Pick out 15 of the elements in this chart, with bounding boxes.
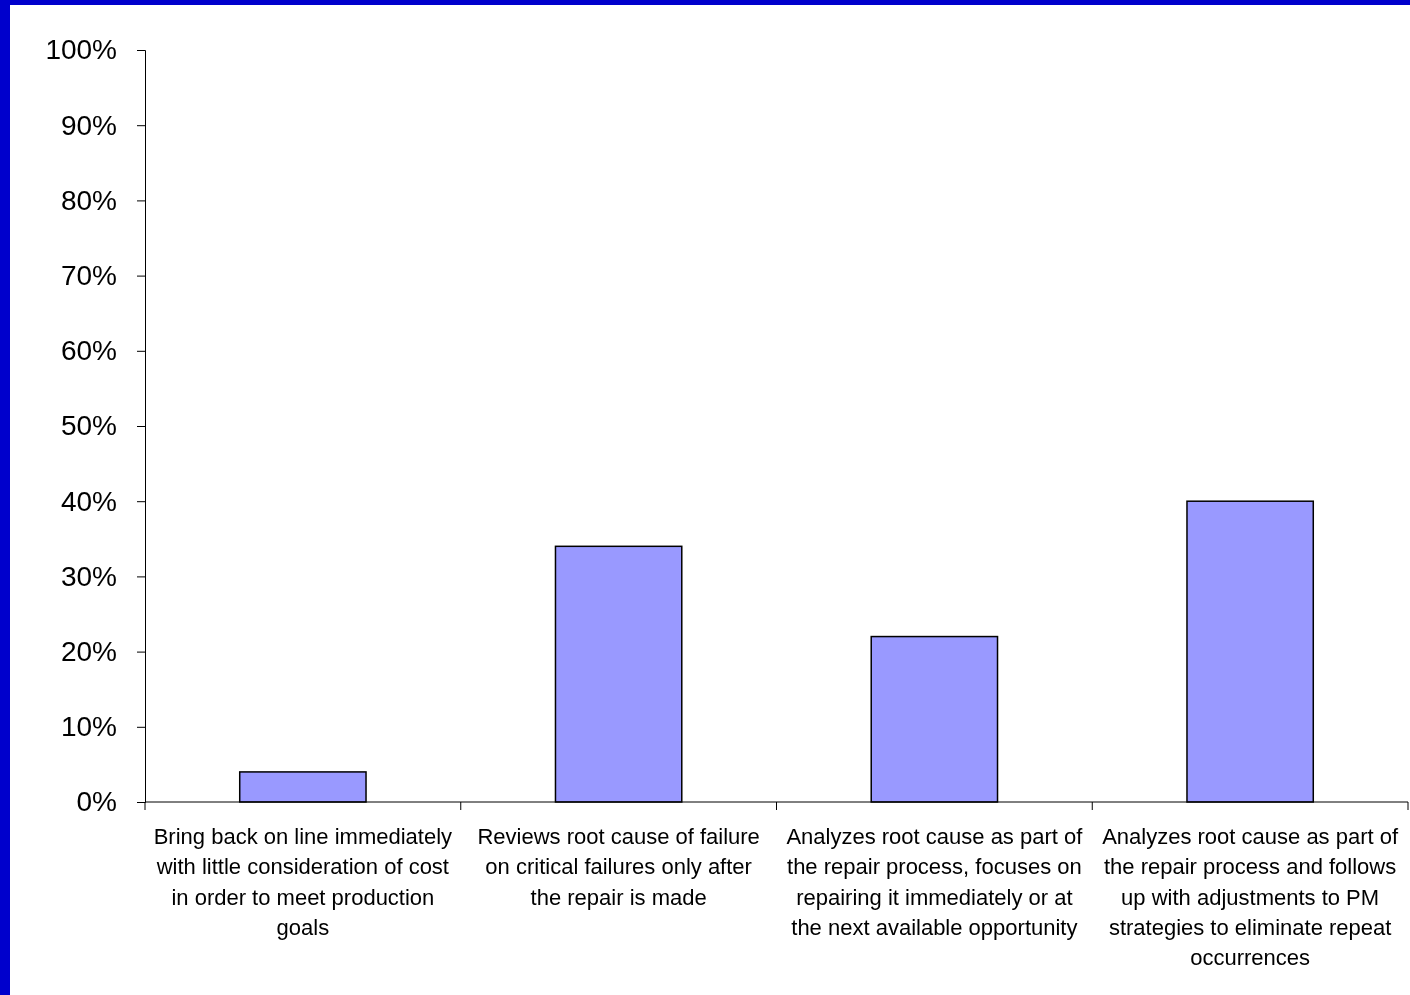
y-tick-label: 60% bbox=[60, 335, 117, 367]
x-tick-label: Bring back on line immediately with little consideration of cost in order to meet production goals bbox=[153, 824, 453, 941]
y-tick-label: 10% bbox=[60, 711, 117, 743]
y-tick-label: 30% bbox=[60, 560, 117, 592]
x-tick-label: Analyzes root cause as part of the repair process, focuses on repairing it immediately or at the next available opportunity bbox=[786, 824, 1084, 941]
x-tick-label: Reviews root cause of failure on critical failures only after the repair is made bbox=[477, 824, 760, 910]
y-tick-label: 0% bbox=[76, 786, 117, 818]
y-tick-label: 40% bbox=[60, 485, 117, 517]
y-tick-label: 80% bbox=[60, 184, 117, 216]
y-tick-label: 50% bbox=[60, 410, 117, 442]
y-tick-label: 90% bbox=[60, 109, 117, 141]
y-tick-label: 20% bbox=[60, 636, 117, 668]
y-tick-label: 100% bbox=[45, 34, 117, 66]
y-tick-label: 70% bbox=[60, 260, 117, 292]
x-tick-label: Analyzes root cause as part of the repair process and follows up with adjustments to PM strategies to eliminate repeat occurrences bbox=[1102, 824, 1399, 971]
